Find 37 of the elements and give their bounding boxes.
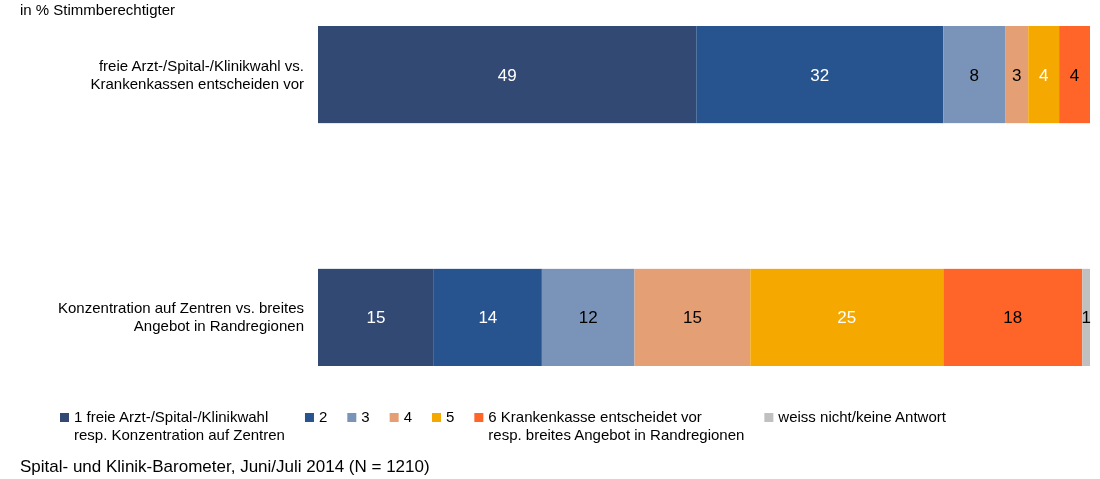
data-label: 18: [1003, 308, 1023, 328]
data-label: 15: [366, 308, 386, 328]
bar: [696, 26, 944, 124]
legend-label: 5: [446, 408, 455, 425]
legend-label: 4: [403, 408, 412, 425]
data-label: 15: [682, 308, 702, 328]
bar: [1028, 26, 1060, 124]
data-label: 8: [969, 65, 979, 85]
bar: [318, 268, 434, 366]
bar: [943, 26, 1006, 124]
data-label: 32: [810, 65, 830, 85]
bar: [433, 268, 542, 366]
data-label: 25: [837, 308, 857, 328]
legend-label: 1 freie Arzt-/Spital-/Klinikwahl resp. Konzentration auf Zentren: [74, 408, 285, 443]
data-label: 12: [578, 308, 598, 328]
data-label: 14: [478, 308, 498, 328]
bar: [1059, 26, 1090, 124]
data-label: 3: [1011, 65, 1022, 85]
legend-label: weiss nicht/keine Antwort: [777, 408, 947, 425]
bar: [634, 268, 751, 366]
bar: [541, 268, 635, 366]
bar: [1082, 268, 1090, 366]
text: Spital- und Klinik-Barometer, Juni/Juli 2014 (N = 1210): [20, 457, 430, 476]
legend-label: 2: [318, 408, 328, 425]
bar: [1005, 26, 1029, 124]
legend-label: 3: [361, 408, 370, 425]
text: in % Stimmberechtigter: [20, 1, 176, 18]
data-label: 4: [1038, 65, 1049, 85]
data-label: 4: [1069, 65, 1080, 85]
y-tick-label: freie Arzt-/Spital-/Klinikwahl vs. Krankenkassen entscheiden vor: [90, 56, 304, 92]
legend-label: 6 Krankenkasse entscheidet vor resp. breites Angebot in Randregionen: [488, 408, 745, 443]
y-tick-label: Konzentration auf Zentren vs. breites Angebot in Randregionen: [58, 299, 304, 335]
bar: [318, 26, 697, 124]
data-label: 1: [1081, 308, 1091, 328]
bar: [943, 268, 1083, 366]
data-label: 49: [497, 65, 517, 85]
bar: [750, 268, 944, 366]
